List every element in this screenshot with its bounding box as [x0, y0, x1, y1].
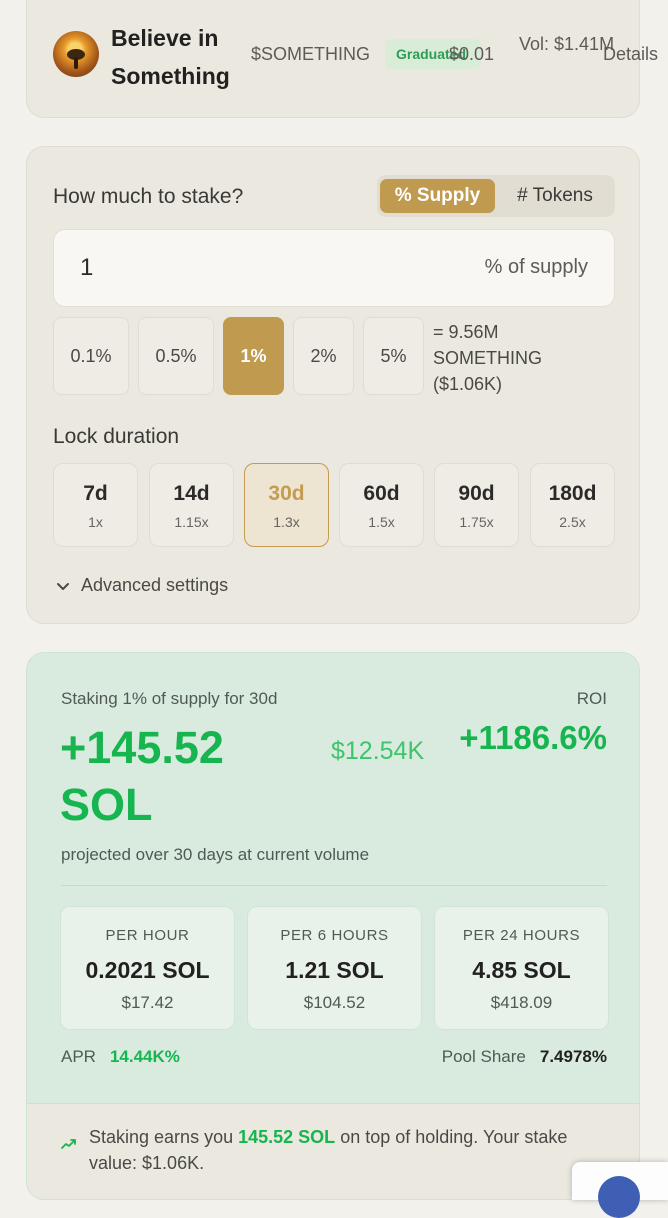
equivalent-line-1: = 9.56M [433, 322, 499, 342]
status-badge: Graduated [385, 39, 481, 69]
roi-label: ROI [576, 689, 607, 708]
duration-30d-button[interactable]: 30d 1.3x [244, 463, 329, 547]
token-name: Believe in Something [111, 25, 230, 89]
token-volume: Vol: $1.41M [519, 34, 615, 54]
advanced-settings-label: Advanced settings [81, 575, 229, 595]
stat-usd: $104.52 [303, 993, 366, 1012]
stat-per-6-hours: PER 6 HOURS 1.21 SOL $104.52 [247, 906, 422, 1030]
mode-supply-button[interactable]: % Supply [380, 179, 495, 213]
duration-60d-button[interactable]: 60d 1.5x [339, 463, 424, 547]
recaptcha-badge[interactable] [572, 1162, 668, 1218]
staking-summary: Staking 1% of supply for 30d [61, 689, 278, 708]
stat-sol: 4.85 SOL [472, 957, 571, 983]
token-avatar [53, 31, 99, 77]
token-ticker: $SOMETHING [251, 44, 371, 64]
stat-sol: 1.21 SOL [285, 957, 384, 983]
preset-2-button[interactable]: 2% [293, 317, 354, 395]
duration-multiplier: 1.5x [368, 514, 395, 530]
stake-question: How much to stake? [53, 185, 244, 208]
lock-duration-label: Lock duration [53, 425, 180, 448]
equivalent-line-3: ($1.06K) [433, 374, 503, 394]
projection-note: projected over 30 days at current volume [61, 845, 370, 864]
duration-7d-button[interactable]: 7d 1x [53, 463, 138, 547]
chevron-down-icon [57, 583, 69, 591]
equivalent-line-2: SOMETHING [433, 348, 543, 368]
stat-label: PER 6 HOURS [280, 927, 389, 944]
earnings-sol: +145.52 SOL [60, 722, 224, 830]
stake-equivalent: = 9.56M SOMETHING ($1.06K) [433, 319, 542, 397]
stat-usd: $418.09 [490, 993, 553, 1012]
token-header-card: Believe in Something $SOMETHING Graduate… [26, 0, 658, 118]
earnings-usd: $12.54K [331, 737, 425, 765]
stat-label: PER 24 HOURS [462, 927, 581, 944]
duration-multiplier: 1.75x [459, 514, 494, 530]
duration-180d-button[interactable]: 180d 2.5x [530, 463, 615, 547]
advanced-settings-toggle[interactable]: Advanced settings [55, 575, 228, 596]
recaptcha-icon [598, 1176, 640, 1218]
footer-prefix: Staking earns you [89, 1127, 234, 1147]
apr-label: APR [61, 1047, 96, 1066]
duration-label: 60d [363, 482, 400, 505]
stake-amount-suffix: % of supply [484, 256, 588, 278]
stake-mode-toggle: % Supply # Tokens [377, 175, 615, 217]
preset-0.1-button[interactable]: 0.1% [53, 317, 129, 395]
duration-label: 14d [173, 482, 210, 505]
stat-label: PER HOUR [105, 927, 190, 944]
duration-multiplier: 2.5x [559, 514, 586, 530]
duration-label: 30d [268, 482, 305, 505]
staking-footer: Staking earns you 145.52 SOL on top of h… [27, 1103, 639, 1199]
preset-5-button[interactable]: 5% [363, 317, 424, 395]
duration-label: 90d [458, 482, 495, 505]
mode-tokens-button[interactable]: # Tokens [517, 185, 593, 206]
staking-result-card: Staking 1% of supply for 30d ROI +145.52… [26, 652, 640, 1200]
footer-text: Staking earns you 145.52 SOL on top of h… [89, 1124, 609, 1176]
details-link[interactable]: Details [603, 44, 659, 64]
apr-value: 14.44K% [109, 1047, 180, 1066]
duration-multiplier: 1.15x [174, 514, 209, 530]
pool-share-value: 7.4978% [539, 1047, 607, 1066]
footer-amount: 145.52 SOL [238, 1127, 336, 1147]
duration-multiplier: 1x [88, 514, 103, 530]
pool-share-row: Pool Share 7.4978% [442, 1047, 607, 1067]
divider [61, 885, 607, 886]
duration-label: 180d [548, 482, 597, 505]
duration-multiplier: 1.3x [273, 514, 300, 530]
trending-up-icon [61, 1139, 76, 1149]
stake-amount-value[interactable]: 1 [80, 254, 94, 281]
stat-per-hour: PER HOUR 0.2021 SOL $17.42 [60, 906, 235, 1030]
roi-value: +1186.6% [459, 719, 607, 756]
stat-per-24-hours: PER 24 HOURS 4.85 SOL $418.09 [434, 906, 609, 1030]
stake-amount-input[interactable]: 1 % of supply [53, 229, 615, 307]
apr-row: APR 14.44K% [61, 1047, 180, 1067]
preset-1-button[interactable]: 1% [223, 317, 284, 395]
stat-sol: 0.2021 SOL [85, 957, 210, 983]
duration-14d-button[interactable]: 14d 1.15x [149, 463, 234, 547]
stake-config-card: How much to stake? % Supply # Tokens 1 %… [26, 146, 640, 624]
pool-share-label: Pool Share [441, 1047, 526, 1066]
duration-90d-button[interactable]: 90d 1.75x [434, 463, 519, 547]
footer-suffix: on top of holding. Your stake value: $1.… [89, 1127, 568, 1173]
stat-usd: $17.42 [121, 993, 174, 1012]
token-price: $0.01 [449, 44, 495, 64]
duration-label: 7d [83, 482, 108, 505]
preset-0.5-button[interactable]: 0.5% [138, 317, 214, 395]
